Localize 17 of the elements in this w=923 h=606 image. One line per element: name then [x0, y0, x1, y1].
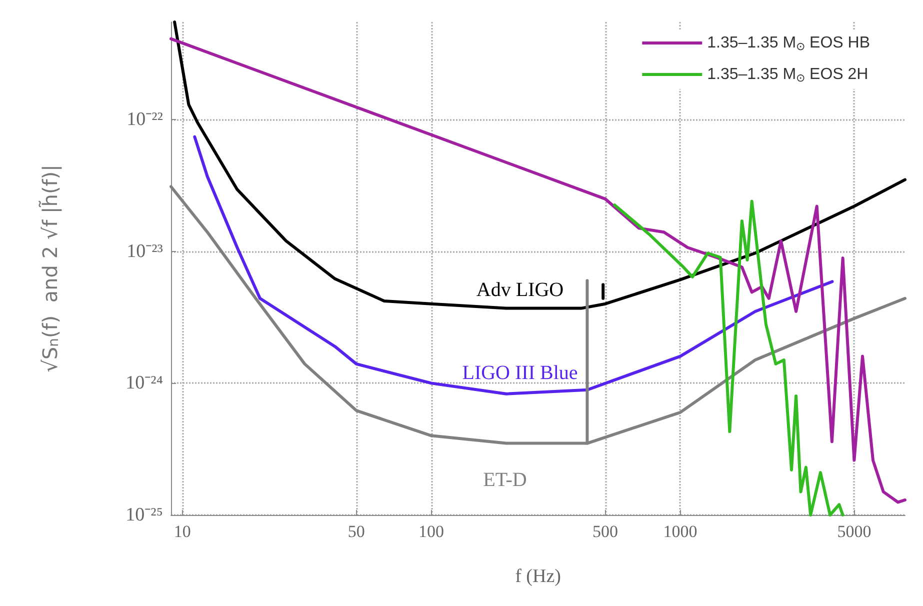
legend-label: 1.35–1.35 M⊙ EOS 2H [707, 66, 868, 84]
y-axis-title: √Sn(f) and 2 √f |h̃(f)| [38, 164, 62, 372]
annotation: Adv LIGO [476, 279, 564, 301]
y-tick-label: 10⁻²² [126, 109, 164, 130]
y-tick-label: 10⁻²⁴ [126, 372, 164, 394]
x-axis-title: f (Hz) [515, 566, 561, 587]
x-tick-label: 50 [348, 522, 365, 541]
legend-label: 1.35–1.35 M⊙ EOS HB [707, 34, 870, 53]
annotation: LIGO III Blue [462, 362, 578, 384]
x-tick-label: 100 [418, 522, 444, 541]
x-tick-label: 1000 [663, 522, 698, 541]
annotation: ET-D [483, 469, 527, 491]
x-tick-label: 5000 [837, 522, 872, 541]
y-tick-label: 10⁻²⁵ [126, 504, 163, 526]
x-tick-label: 500 [592, 522, 618, 541]
x-tick-label: 10 [174, 522, 191, 541]
y-tick-label: 10⁻²³ [126, 240, 164, 262]
